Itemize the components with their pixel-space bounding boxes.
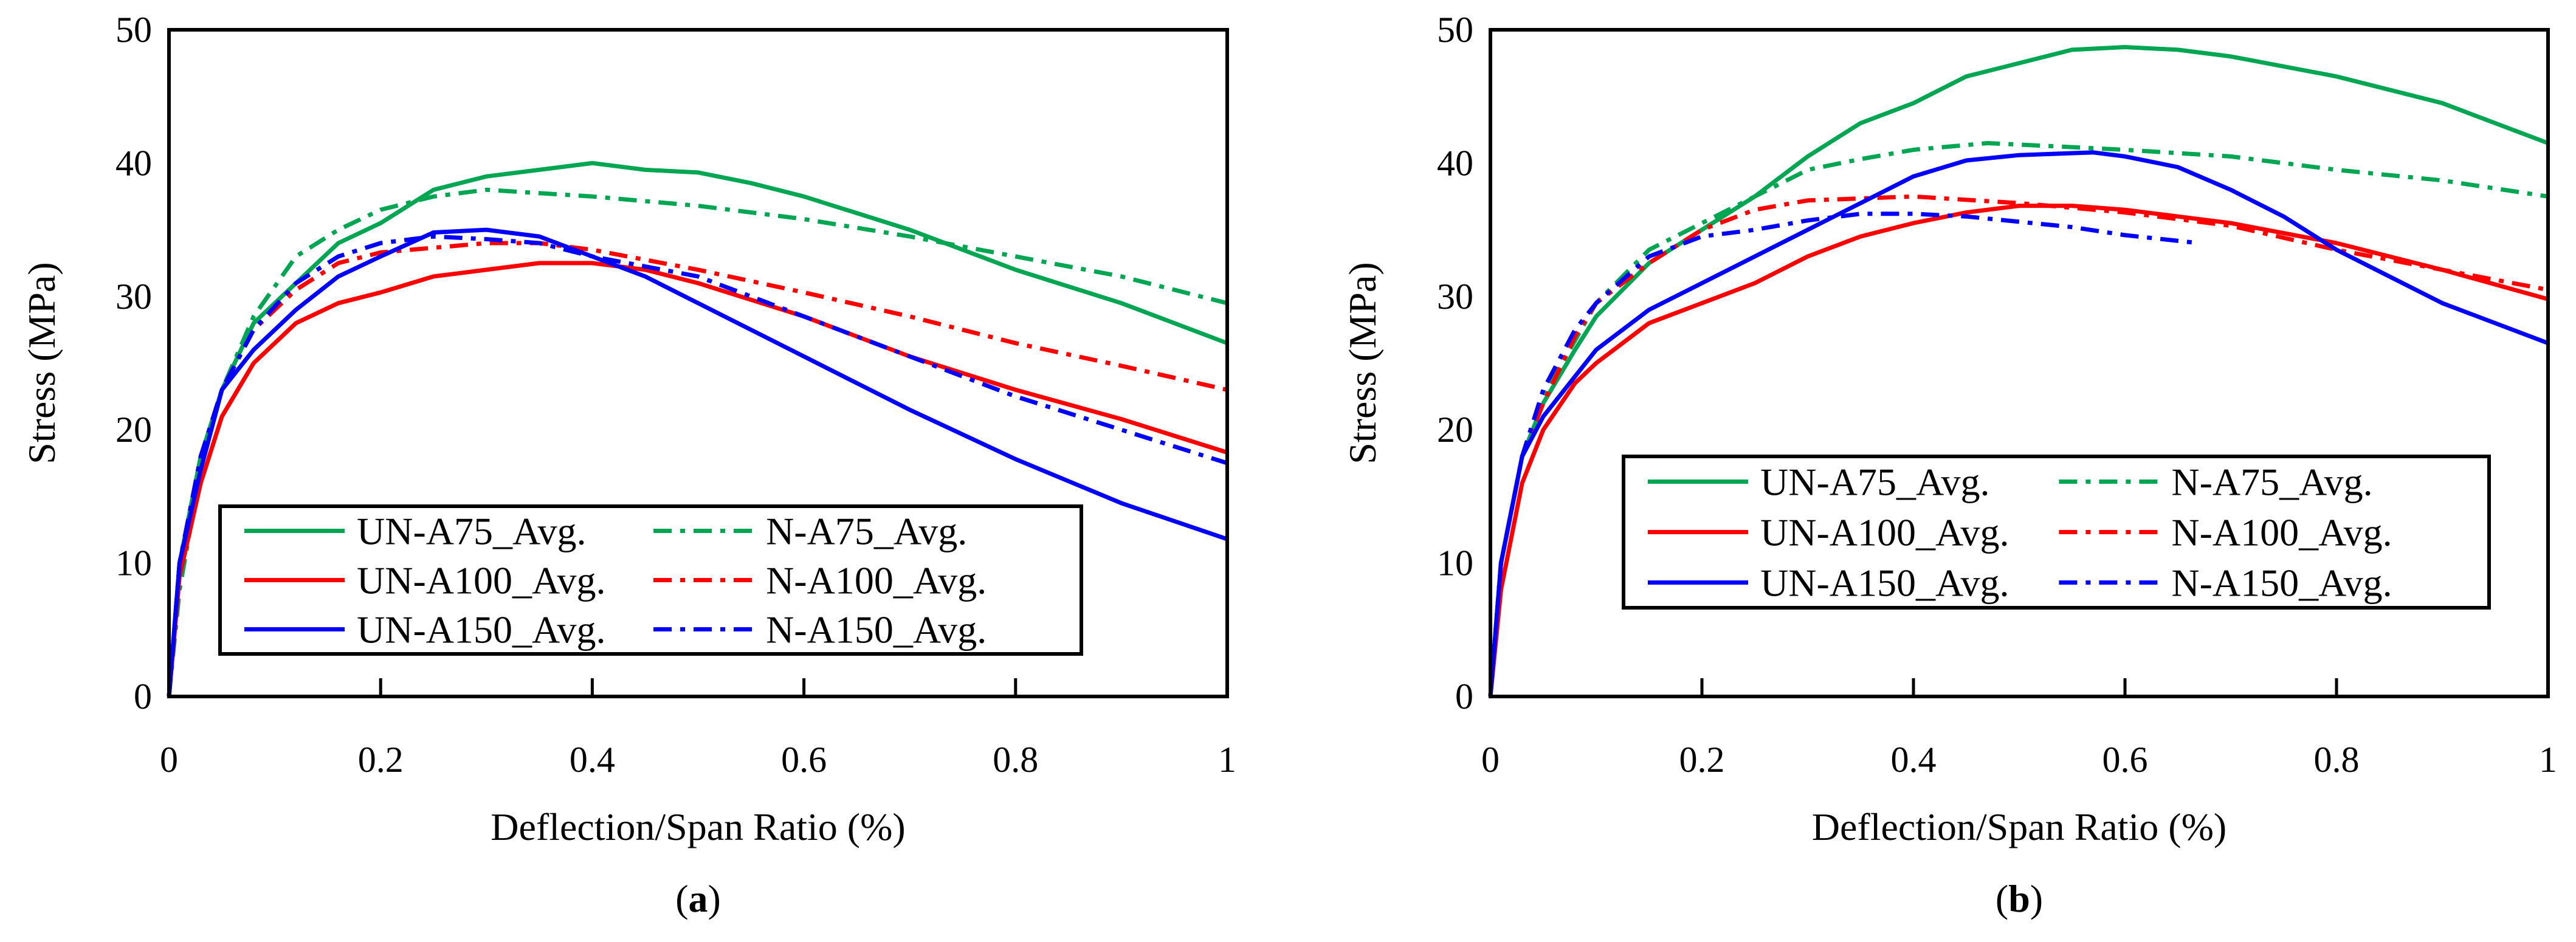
y-tick-label: 30: [1437, 277, 1473, 317]
panel-label-paren: ): [708, 877, 721, 920]
legend-box: [218, 504, 1083, 656]
y-tick-label: 40: [1437, 143, 1473, 183]
y-tick-label: 0: [134, 676, 152, 717]
y-axis-title: Stress (MPa): [20, 262, 63, 464]
panel-label: (b): [1996, 877, 2043, 920]
series-line-un-a150-avg: [1488, 150, 2549, 697]
y-tick-label: 10: [115, 543, 152, 583]
series-line-n-a150-avg: [167, 234, 1228, 697]
legend-label: UN-A150_Avg.: [1760, 562, 2009, 605]
legend-label: UN-A100_Avg.: [1760, 511, 2009, 554]
x-axis-title: Deflection/Span Ratio (%): [1812, 805, 2226, 848]
series-line-un-a75-avg: [1488, 45, 2549, 697]
legend-label: N-A100_Avg.: [2171, 511, 2392, 554]
series-line-un-a150-avg: [167, 227, 1228, 697]
x-tick-label: 0: [160, 740, 178, 780]
x-tick-label: 0.8: [2314, 740, 2360, 780]
y-tick-label: 10: [1437, 543, 1473, 583]
panel-label-paren: ): [2030, 877, 2043, 920]
legend-box: [1622, 455, 2491, 610]
chart-panel-b: 0 0.2 0.4 0.6 0.8 101020304050Deflection/Span…: [1341, 10, 2557, 920]
x-tick-label: 0.2: [1679, 740, 1725, 780]
x-tick-label: 0.4: [570, 740, 615, 780]
legend: UN-A75_Avg. N-A75_Avg. UN-A100_Avg. N-A100_…: [218, 504, 1083, 656]
x-axis-title: Deflection/Span Ratio (%): [491, 805, 905, 848]
legend-label: UN-A150_Avg.: [357, 608, 605, 651]
y-tick-label: 0: [1455, 676, 1473, 717]
chart-panel-a: 0 0.2 0.4 0.6 0.8 101020304050Deflection/Span…: [20, 10, 1236, 920]
legend-label: UN-A75_Avg.: [357, 510, 586, 553]
legend: UN-A75_Avg. N-A75_Avg. UN-A100_Avg. N-A100_…: [1622, 455, 2491, 610]
series-line-n-a100-avg: [1488, 194, 2549, 697]
legend-label: N-A150_Avg.: [766, 608, 987, 651]
legend-label: UN-A75_Avg.: [1760, 461, 1989, 504]
plot-frame: [1489, 28, 2550, 698]
legend-label: N-A75_Avg.: [2171, 461, 2372, 504]
legend-label: N-A150_Avg.: [2171, 562, 2392, 605]
x-tick-label: 0.2: [358, 740, 404, 780]
panel-label-paren: (: [675, 877, 688, 920]
panel-label-letter: a: [689, 877, 708, 920]
x-tick-label: 0.8: [993, 740, 1038, 780]
y-tick-label: 30: [115, 277, 152, 317]
y-tick-label: 40: [115, 143, 152, 183]
y-tick-label: 20: [115, 410, 152, 450]
x-tick-label: 1: [1218, 740, 1236, 780]
y-axis-title: Stress (MPa): [1341, 262, 1384, 464]
panel-label-paren: (: [1996, 877, 2008, 920]
legend-label: N-A100_Avg.: [766, 559, 987, 602]
x-tick-label: 0.4: [1891, 740, 1937, 780]
legend-label: N-A75_Avg.: [766, 510, 967, 553]
panel-label: (a): [675, 877, 721, 920]
y-tick-label: 20: [1437, 410, 1473, 450]
series-line-un-a100-avg: [1488, 204, 2549, 697]
x-tick-label: 0.6: [781, 740, 827, 780]
y-tick-label: 50: [115, 10, 152, 50]
plot-frame: [167, 28, 1229, 698]
x-tick-label: 1: [2539, 740, 2557, 780]
series-line-n-a150-avg: [1488, 211, 2200, 697]
y-tick-label: 50: [1437, 10, 1473, 50]
x-tick-label: 0: [1481, 740, 1500, 780]
panel-label-letter: b: [2008, 877, 2030, 920]
x-tick-label: 0.6: [2102, 740, 2148, 780]
series-line-n-a75-avg: [1488, 141, 2549, 697]
legend-label: UN-A100_Avg.: [357, 559, 605, 602]
